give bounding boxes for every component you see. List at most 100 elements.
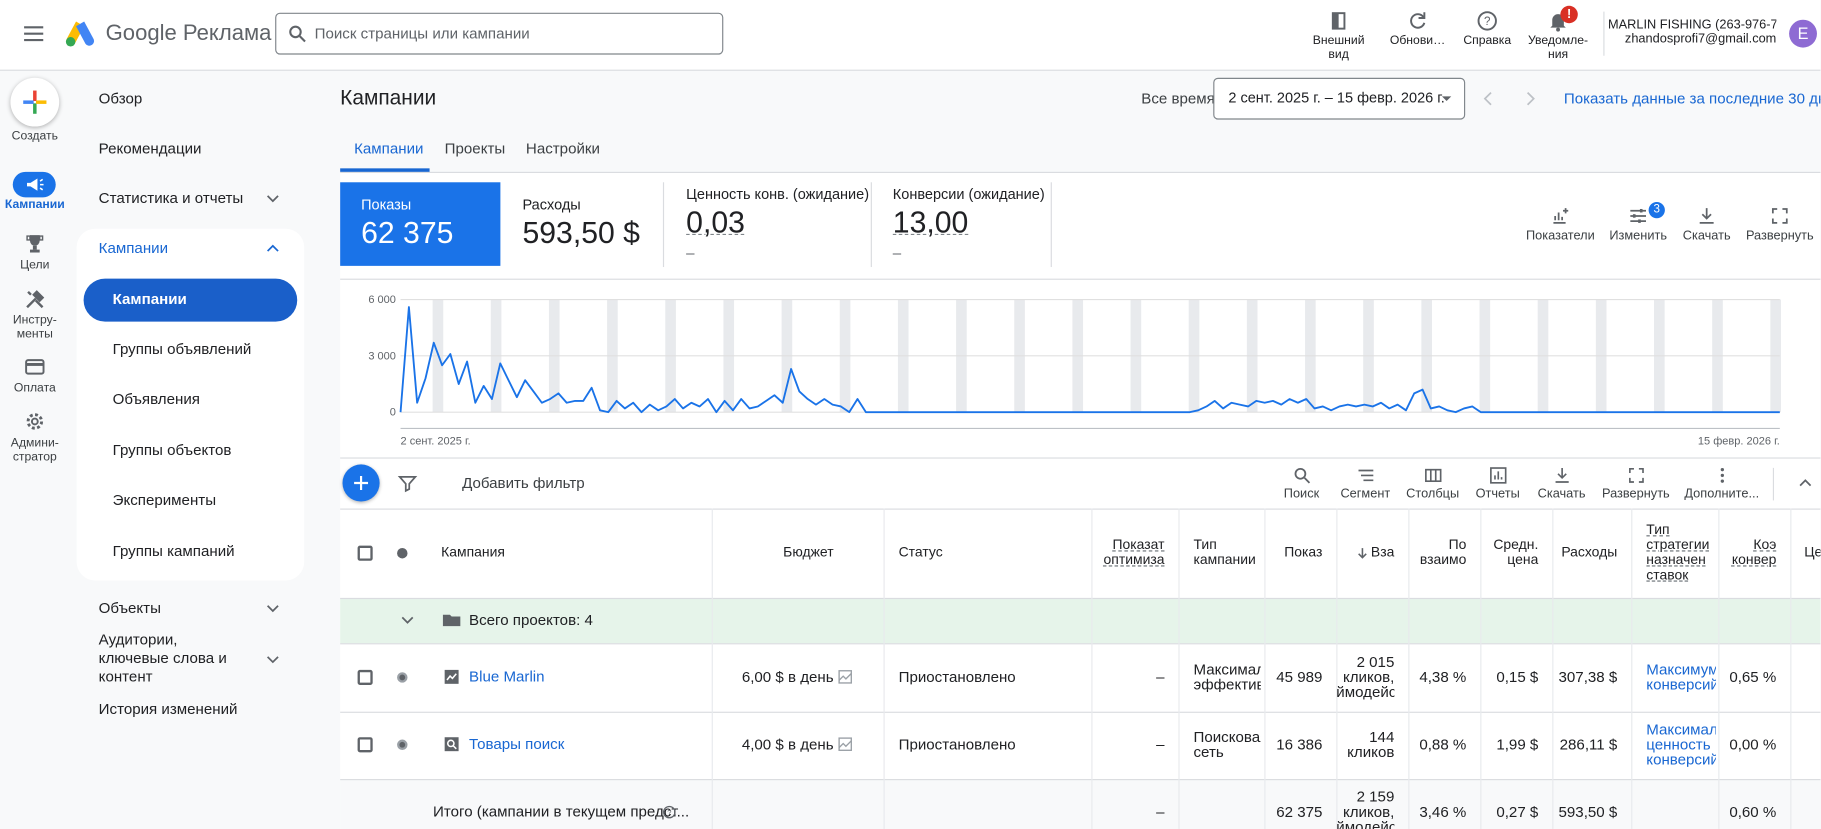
- table-cell[interactable]: Максимум конверсий: [1646, 662, 1716, 692]
- column-header[interactable]: Кампания: [441, 545, 708, 560]
- rail-label[interactable]: Админи-стратор: [2, 437, 67, 464]
- chart-tool-icon[interactable]: [1769, 205, 1790, 226]
- sidebar-item[interactable]: Рекомендации: [99, 139, 202, 158]
- sidebar-item[interactable]: Объявления: [113, 390, 200, 409]
- sidebar-item[interactable]: Аудитории, ключевые слова и контент: [99, 630, 250, 686]
- column-header[interactable]: Тип кампании: [1194, 538, 1261, 568]
- table-tool-label[interactable]: Скачать: [1522, 487, 1601, 502]
- metric-label[interactable]: Показы: [361, 197, 411, 214]
- prev-period[interactable]: [1478, 88, 1499, 109]
- table-tool-icon[interactable]: [1626, 465, 1646, 485]
- sidebar-item[interactable]: Статистика и отчеты: [99, 189, 244, 208]
- column-header[interactable]: Показ: [1264, 545, 1322, 560]
- rail-label[interactable]: Создать: [2, 130, 67, 143]
- sidebar-item[interactable]: Эксперименты: [113, 491, 216, 510]
- table-cell: Поисковая сеть: [1194, 729, 1261, 759]
- rail-icon[interactable]: [23, 288, 46, 311]
- select-all-checkbox[interactable]: [358, 546, 373, 561]
- metric-label[interactable]: Расходы: [522, 197, 580, 214]
- collapse-toolbar[interactable]: [1795, 473, 1816, 494]
- next-period[interactable]: [1520, 88, 1541, 109]
- header-action-icon[interactable]: [1327, 9, 1350, 32]
- avatar-letter[interactable]: E: [1789, 24, 1817, 44]
- table-tool-icon[interactable]: [1423, 465, 1443, 485]
- rail-icon[interactable]: [23, 232, 46, 255]
- column-header[interactable]: Це: [1804, 545, 1820, 560]
- header-action-label[interactable]: Обнови…: [1384, 34, 1451, 48]
- column-header[interactable]: Средн. цена: [1480, 538, 1538, 568]
- table-tool-label[interactable]: Развернуть: [1596, 487, 1675, 502]
- sidebar-item[interactable]: Кампании: [113, 290, 187, 309]
- table-cell[interactable]: Максималь ценность конверсий: [1646, 722, 1716, 767]
- header-action-label[interactable]: Внешний вид: [1305, 34, 1372, 62]
- campaign-name[interactable]: Товары поиск: [469, 735, 564, 753]
- tab[interactable]: Кампании: [354, 140, 423, 158]
- rail-label[interactable]: Оплата: [2, 382, 67, 395]
- sidebar-item[interactable]: Группы объектов: [113, 441, 232, 460]
- sidebar-chevron[interactable]: [262, 649, 283, 670]
- filter-icon[interactable]: [397, 473, 418, 494]
- status-header-dot: [397, 548, 407, 558]
- sidebar-item[interactable]: Объекты: [99, 599, 161, 618]
- chart-tool-icon[interactable]: [1696, 205, 1717, 226]
- column-header[interactable]: По взаимо: [1408, 538, 1466, 568]
- total-cell: –: [1091, 804, 1164, 819]
- table-tool-icon[interactable]: [1292, 465, 1312, 485]
- add-filter[interactable]: Добавить фильтр: [462, 474, 585, 492]
- sidebar-chevron[interactable]: [262, 238, 283, 259]
- rail-icon[interactable]: [24, 174, 45, 195]
- metric-value[interactable]: 0,03: [686, 205, 745, 241]
- column-border: [884, 509, 885, 829]
- sidebar-chevron[interactable]: [262, 188, 283, 209]
- rail-icon[interactable]: [23, 355, 46, 378]
- sidebar-item[interactable]: Группы объявлений: [113, 340, 252, 359]
- row-checkbox[interactable]: [358, 670, 373, 685]
- column-header[interactable]: Тип стратегии назначен ставок: [1646, 522, 1716, 582]
- rail-label[interactable]: Кампании: [2, 199, 67, 212]
- tab[interactable]: Настройки: [526, 140, 600, 158]
- chart-tool-label[interactable]: Развернуть: [1733, 229, 1820, 244]
- table-tool-icon[interactable]: [1712, 465, 1732, 485]
- metric-label[interactable]: Конверсии (ожидание): [893, 186, 1045, 203]
- sidebar-item[interactable]: Кампании: [99, 239, 168, 258]
- chart-tool-icon[interactable]: [1628, 205, 1649, 226]
- group-toggle[interactable]: [397, 610, 418, 631]
- tab[interactable]: Проекты: [445, 140, 506, 158]
- table-tool-icon[interactable]: [1355, 465, 1375, 485]
- column-header[interactable]: Коэ конвер: [1718, 538, 1776, 568]
- column-header[interactable]: Статус: [899, 545, 1085, 560]
- chart-tool-icon[interactable]: [1550, 205, 1571, 226]
- budget-chart-icon: [837, 736, 853, 752]
- table-tool-icon[interactable]: [1488, 465, 1508, 485]
- account-email[interactable]: zhandosprofi7@gmail.com: [1608, 32, 1776, 47]
- metric-value[interactable]: 593,50 $: [522, 215, 640, 251]
- menu-button[interactable]: [21, 21, 47, 47]
- sidebar-chevron[interactable]: [262, 598, 283, 619]
- rail-label[interactable]: Цели: [2, 259, 67, 272]
- metric-value[interactable]: 13,00: [893, 205, 969, 241]
- recent-link[interactable]: Показать данные за последние 30 дней: [1564, 90, 1821, 108]
- search-placeholder[interactable]: Поиск страницы или кампании: [315, 25, 530, 43]
- column-header[interactable]: Бюджет: [712, 545, 834, 560]
- rail-label[interactable]: Инстру-менты: [2, 314, 67, 341]
- header-action-label[interactable]: Справка: [1454, 34, 1521, 48]
- sidebar-item[interactable]: Обзор: [99, 89, 143, 108]
- row-checkbox[interactable]: [358, 737, 373, 752]
- column-header[interactable]: Расходы: [1552, 545, 1617, 560]
- add-plus: [351, 473, 372, 494]
- column-header[interactable]: Показат оптимиза: [1091, 538, 1164, 568]
- metric-value[interactable]: 62 375: [361, 215, 453, 251]
- date-range[interactable]: 2 сент. 2025 г. – 15 февр. 2026 г.: [1228, 90, 1444, 107]
- sidebar-item[interactable]: Группы кампаний: [113, 542, 235, 561]
- svg-text:?: ?: [667, 807, 671, 816]
- table-tool-label[interactable]: Дополните...: [1682, 487, 1761, 502]
- sidebar-item[interactable]: История изменений: [99, 700, 238, 719]
- rail-icon[interactable]: [23, 410, 46, 433]
- header-action-icon[interactable]: [1406, 9, 1429, 32]
- campaign-name[interactable]: Blue Marlin: [469, 668, 545, 686]
- header-action-icon[interactable]: ?: [1476, 9, 1499, 32]
- table-tool-icon[interactable]: [1552, 465, 1572, 485]
- header-action-label[interactable]: Уведомле-ния: [1524, 34, 1591, 62]
- metric-label[interactable]: Ценность конв. (ожидание): [686, 186, 869, 203]
